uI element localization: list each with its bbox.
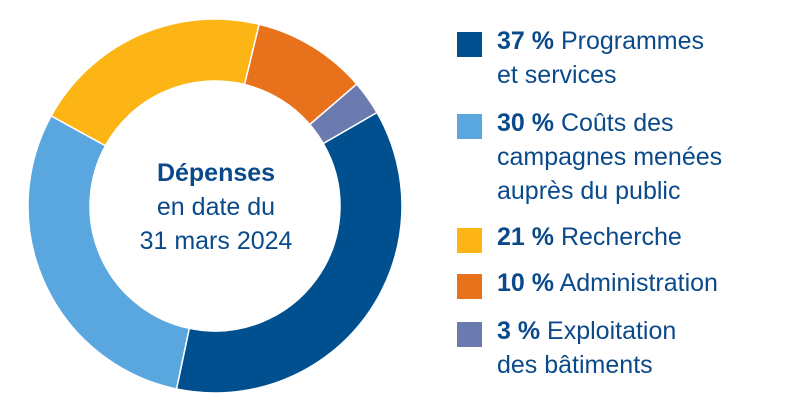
legend-label-line: des bâtiments — [497, 351, 653, 379]
legend-label-line: Exploitation — [547, 317, 677, 345]
legend-swatch-exploitation — [457, 322, 482, 347]
donut-chart — [27, 18, 403, 394]
legend-percent: 37 % — [497, 27, 554, 55]
legend-label-line: Recherche — [560, 223, 682, 251]
legend-percent: 30 % — [497, 109, 554, 137]
legend-text-programmes: 37 % Programmes et services — [497, 24, 797, 92]
legend-text-campagnes: 30 % Coûts des campagnes menées auprès d… — [497, 106, 797, 208]
donut-slice-exploitation — [308, 83, 378, 145]
legend-text-administration: 10 % Administration — [497, 266, 797, 300]
legend-swatch-administration — [457, 274, 482, 299]
legend-swatch-programmes — [457, 32, 482, 57]
legend-percent: 3 % — [497, 317, 541, 345]
donut-slice-recherche — [50, 18, 261, 147]
legend-label-line: Programmes — [560, 27, 705, 55]
legend-label-line: et services — [497, 61, 617, 89]
donut-center-label: Dépenses en date du 31 mars 2024 — [96, 156, 336, 258]
legend-label-line: Coûts des — [560, 109, 674, 137]
legend-percent: 10 % — [497, 269, 554, 297]
donut-slice-campagnes — [27, 114, 191, 390]
legend-label-line: auprès du public — [497, 177, 681, 205]
center-date-line-2: 31 mars 2024 — [139, 227, 293, 255]
center-title: Dépenses — [156, 159, 276, 187]
donut-slice-programmes — [175, 111, 403, 394]
legend-swatch-campagnes — [457, 114, 482, 139]
legend-label-line: Administration — [559, 269, 718, 297]
legend-label-line: campagnes menées — [497, 143, 723, 171]
legend-swatch-recherche — [457, 228, 482, 253]
center-date-line-1: en date du — [156, 193, 276, 221]
legend-text-recherche: 21 % Recherche — [497, 220, 797, 254]
legend-text-exploitation: 3 % Exploitation des bâtiments — [497, 314, 797, 382]
legend-percent: 21 % — [497, 223, 554, 251]
